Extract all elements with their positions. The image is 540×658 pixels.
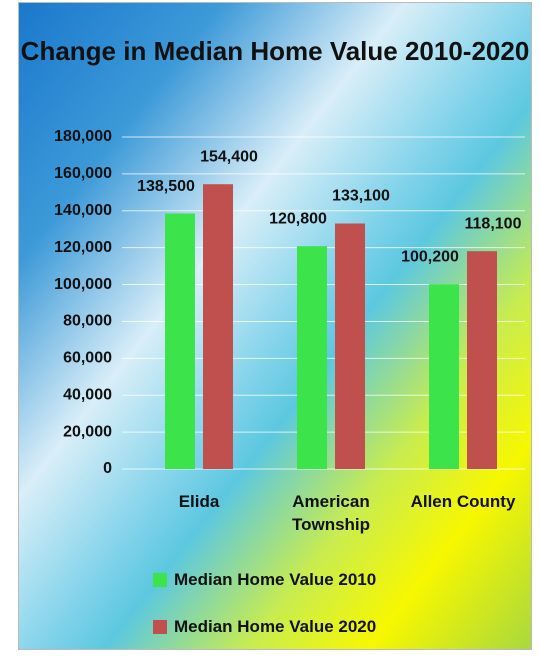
y-tick-label: 120,000 [54,239,112,256]
data-label: 100,200 [401,248,459,265]
y-tick-label: 20,000 [63,423,112,440]
legend-swatch [153,573,167,587]
y-tick-label: 60,000 [63,350,112,367]
bar [165,213,195,469]
y-tick-label: 160,000 [54,165,112,182]
data-label: 118,100 [465,215,522,232]
legend-swatch [153,620,167,634]
data-label: 133,100 [332,188,390,205]
y-tick-label: 40,000 [63,386,112,403]
y-tick-label: 140,000 [54,202,112,219]
y-tick-label: 80,000 [63,313,112,330]
y-tick-label: 100,000 [54,276,112,293]
data-label: 138,500 [137,178,195,195]
x-tick-label: Elida [178,492,220,511]
data-label: 154,400 [200,148,258,165]
y-tick-label: 0 [103,460,112,477]
bar [203,184,233,469]
bar [297,246,327,469]
x-tick-label: American Township [291,492,371,534]
legend-label: Median Home Value 2020 [174,617,377,636]
bar [335,223,365,469]
data-label: 120,800 [269,210,327,227]
chart-title: Change in Median Home Value 2010-2020 [20,36,530,66]
bar [429,284,459,469]
legend-label: Median Home Value 2010 [174,570,377,589]
bar [467,251,497,469]
x-tick-label: Allen County [410,492,516,511]
y-tick-label: 180,000 [54,128,112,145]
